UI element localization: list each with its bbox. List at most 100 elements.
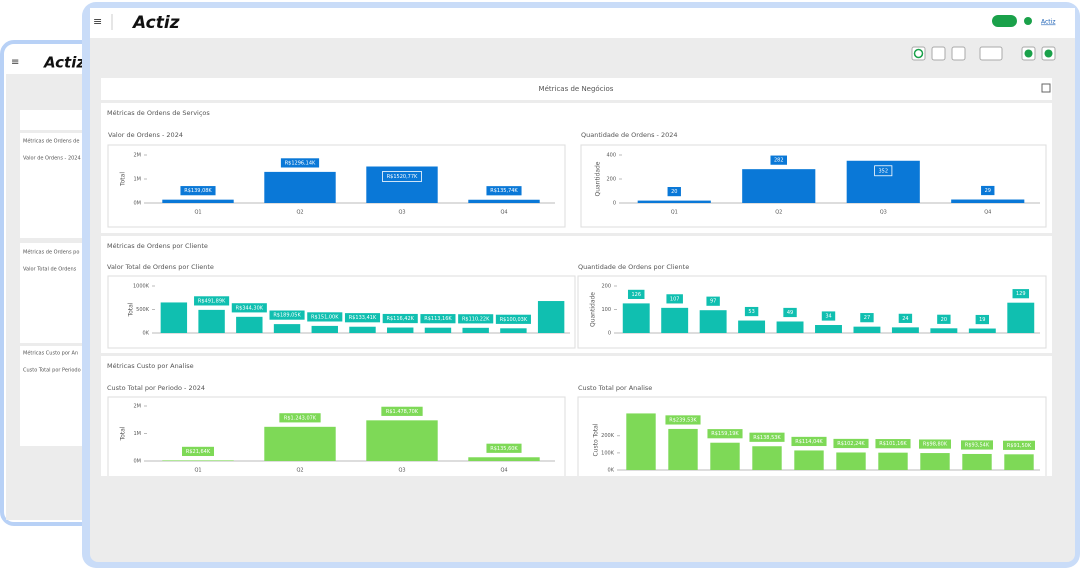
y-axis-label: Total xyxy=(128,302,135,317)
calendar-button[interactable] xyxy=(931,46,946,61)
value-label: R$101,16K xyxy=(879,441,907,447)
export-button[interactable] xyxy=(1041,83,1051,93)
value-label: 53 xyxy=(748,309,754,315)
value-label: R$114,04K xyxy=(795,439,823,445)
value-label: 49 xyxy=(787,310,793,316)
back-label: Métricas Custo por An xyxy=(23,350,78,357)
value-label: R$1.478,70K xyxy=(386,409,419,415)
value-label: R$110,22K xyxy=(462,316,490,322)
bar xyxy=(236,316,263,333)
x-tick-label: Q3 xyxy=(398,468,405,474)
bar xyxy=(1004,454,1034,470)
value-label: R$116,42K xyxy=(387,316,415,322)
bar xyxy=(738,320,766,333)
y-tick-label: 100K xyxy=(601,450,615,456)
y-tick-label: 0M xyxy=(134,459,142,465)
bar xyxy=(626,413,656,470)
bar xyxy=(366,420,438,461)
y-axis-label: Custo Total xyxy=(593,423,600,456)
section-title: Métricas de Ordens por Cliente xyxy=(107,242,208,250)
theme-button[interactable] xyxy=(951,46,966,61)
value-label-box xyxy=(457,313,495,325)
bar xyxy=(162,460,234,461)
bar xyxy=(198,309,225,333)
page-title: Métricas de Negócios xyxy=(539,85,614,93)
logo: Actiz xyxy=(131,13,180,33)
value-label: R$1.243,07K xyxy=(284,415,317,421)
chart-title: Valor de Ordens - 2024 xyxy=(108,131,183,139)
user-icon[interactable] xyxy=(1024,17,1032,25)
y-axis-label: Quantidade xyxy=(590,292,597,327)
y-tick-label: 500K xyxy=(136,307,150,313)
x-tick-label: Q2 xyxy=(775,210,782,216)
bar xyxy=(742,169,816,203)
bar xyxy=(500,328,527,333)
y-tick-label: 0K xyxy=(608,468,615,474)
value-label: 29 xyxy=(985,188,991,194)
notification-toggle[interactable] xyxy=(992,15,1017,27)
value-label-box xyxy=(381,313,419,324)
x-tick-label: Q3 xyxy=(880,210,887,216)
value-label: 20 xyxy=(671,189,677,195)
bar xyxy=(468,457,540,461)
chart-title: Quantidade de Ordens - 2024 xyxy=(581,131,678,139)
bar xyxy=(537,301,565,333)
section-title: Métricas de Ordens de Serviços xyxy=(107,109,210,117)
value-label: R$159,19K xyxy=(711,431,739,437)
value-label-box xyxy=(419,313,457,325)
y-tick-label: 1M xyxy=(134,431,142,437)
value-label-box xyxy=(665,293,684,305)
bar xyxy=(930,328,958,333)
value-label: R$102,24K xyxy=(837,441,865,447)
y-tick-label: 0 xyxy=(613,201,616,207)
toolbar xyxy=(911,46,1056,61)
settings-button[interactable] xyxy=(979,46,1003,61)
value-label-box xyxy=(897,312,913,324)
value-label: R$1520,77K xyxy=(387,174,418,180)
back-label: Valor de Ordens - 2024 xyxy=(23,156,81,162)
bar xyxy=(962,453,992,470)
value-label: R$98,80K xyxy=(923,442,948,448)
value-label-box xyxy=(782,307,798,318)
menu-icon[interactable]: ≡ xyxy=(11,57,19,68)
x-tick-label: Q1 xyxy=(671,210,678,216)
icon xyxy=(913,48,924,59)
menu-icon[interactable]: ≡ xyxy=(93,15,102,28)
value-label: R$133,41K xyxy=(349,315,377,321)
value-label: R$93,54K xyxy=(965,442,990,448)
bar xyxy=(264,171,336,203)
value-label: R$91,50K xyxy=(1007,443,1032,449)
bar xyxy=(951,199,1025,203)
value-label: R$135,60K xyxy=(490,446,518,452)
value-label: 129 xyxy=(1016,291,1026,297)
bar xyxy=(468,199,540,203)
y-tick-label: 400 xyxy=(606,153,616,159)
user-link[interactable]: Actiz xyxy=(1041,19,1055,26)
top-bar xyxy=(90,8,1075,38)
back-logo: Actiz xyxy=(43,54,85,72)
bar xyxy=(349,326,376,333)
value-label-box xyxy=(918,438,952,450)
y-axis-label: Total xyxy=(120,426,127,441)
y-tick-label: 1M xyxy=(134,177,142,183)
bar xyxy=(424,327,452,333)
value-label-box xyxy=(1002,439,1036,451)
y-tick-label: 200K xyxy=(601,433,615,439)
y-tick-label: 1000K xyxy=(133,284,150,290)
x-tick-label: Q3 xyxy=(398,210,405,216)
value-label: 126 xyxy=(631,292,641,298)
value-label: 107 xyxy=(670,296,680,302)
value-label-box xyxy=(495,313,532,325)
value-label: 97 xyxy=(710,299,716,305)
x-tick-label: Q4 xyxy=(500,468,507,474)
value-label-box xyxy=(874,438,912,450)
chart-panel xyxy=(577,275,1047,349)
back-label: Valor Total de Ordens xyxy=(23,267,77,273)
value-label: R$21,64K xyxy=(186,449,211,455)
value-label: R$1296,14K xyxy=(285,160,316,166)
y-tick-label: 200 xyxy=(601,284,611,290)
bar xyxy=(853,326,881,333)
value-label: R$189,05K xyxy=(273,313,301,319)
